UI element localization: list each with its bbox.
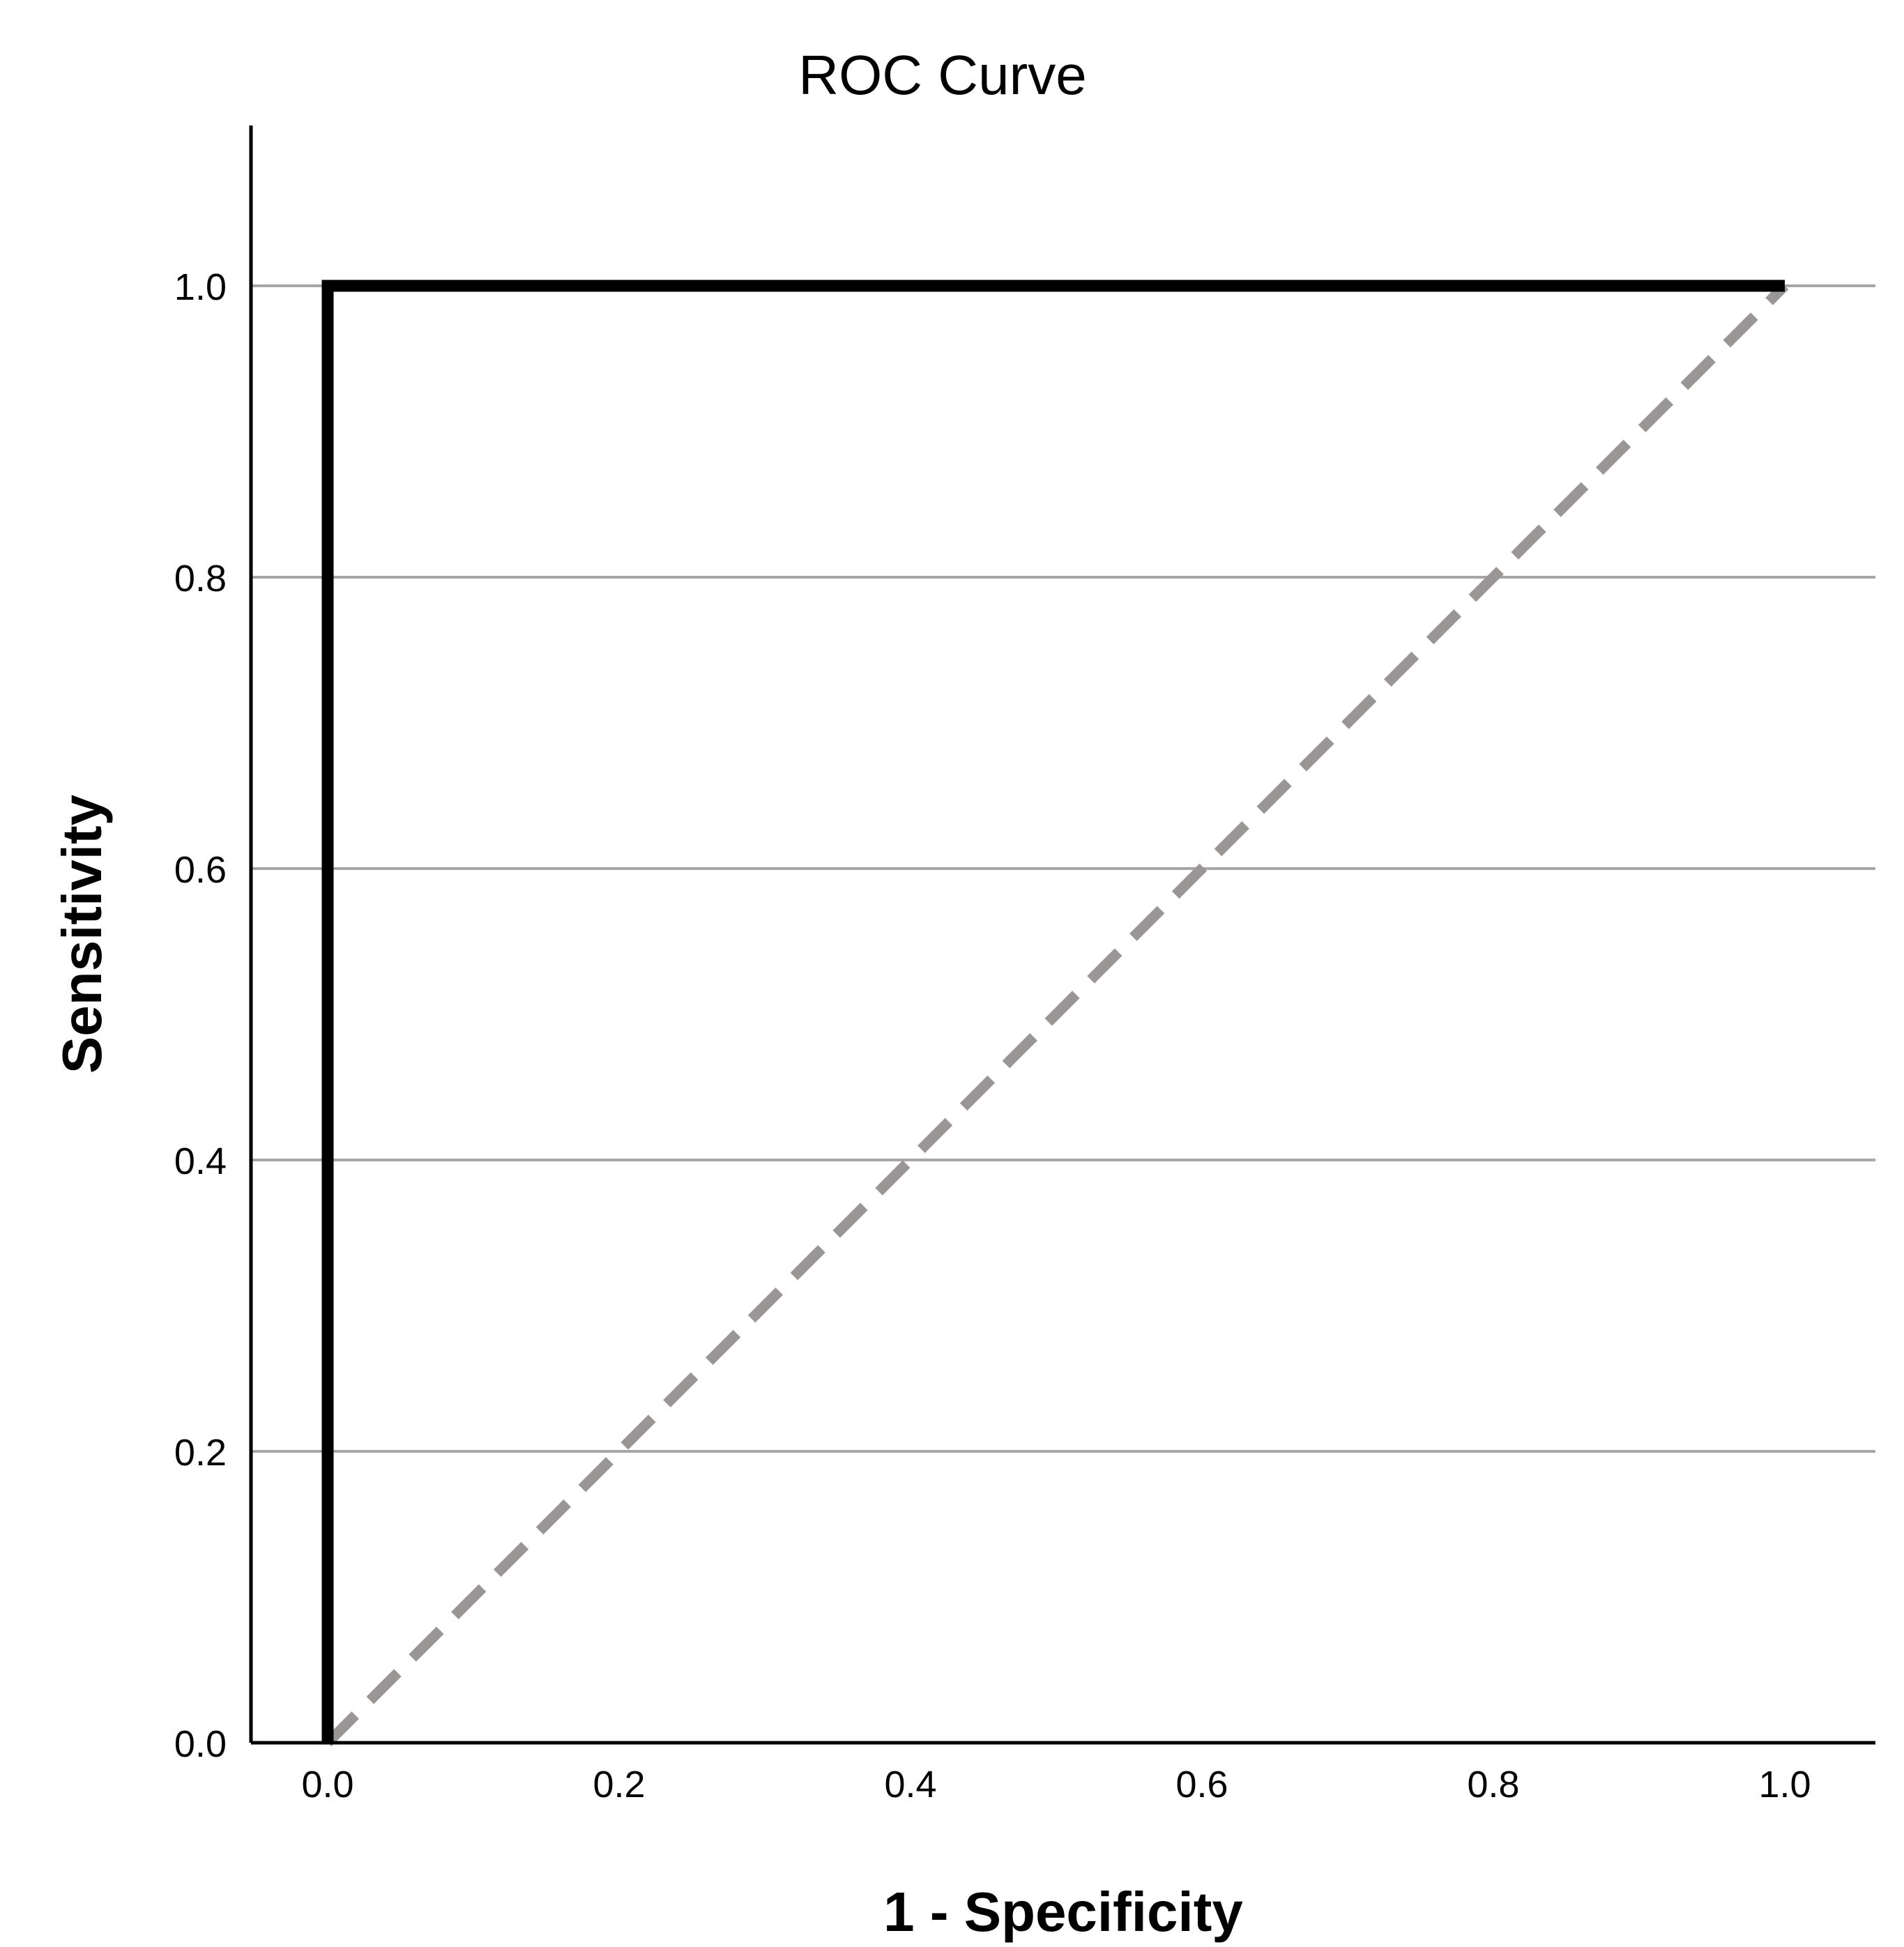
series-lines [321,280,1789,1747]
y-tick-label: 0.2 [174,1432,227,1474]
reference-line [323,282,1789,1747]
grid-lines [251,284,1875,1453]
x-tick-label: 0.4 [884,1764,936,1805]
x-tick-label: 0.0 [301,1764,353,1805]
y-tick-label: 0.6 [174,849,227,891]
x-tick-label: 0.8 [1467,1764,1519,1805]
y-tick-label: 0.4 [174,1140,227,1182]
x-tick-labels: 0.0 0.2 0.4 0.6 0.8 1.0 [301,1764,1811,1805]
x-tick-label: 0.6 [1175,1764,1228,1805]
x-tick-label: 1.0 [1758,1764,1811,1805]
y-tick-label: 0.8 [174,558,227,600]
y-tick-label: 0.0 [174,1723,227,1765]
roc-curve-line [321,280,1785,1743]
y-tick-labels: 0.0 0.2 0.4 0.6 0.8 1.0 [174,266,227,1765]
chart-title: ROC Curve [798,44,1086,106]
y-axis-label: Sensitivity [51,794,113,1074]
y-tick-label: 1.0 [174,266,227,308]
x-tick-label: 0.2 [593,1764,645,1805]
x-axis-label: 1 - Specificity [883,1881,1243,1943]
